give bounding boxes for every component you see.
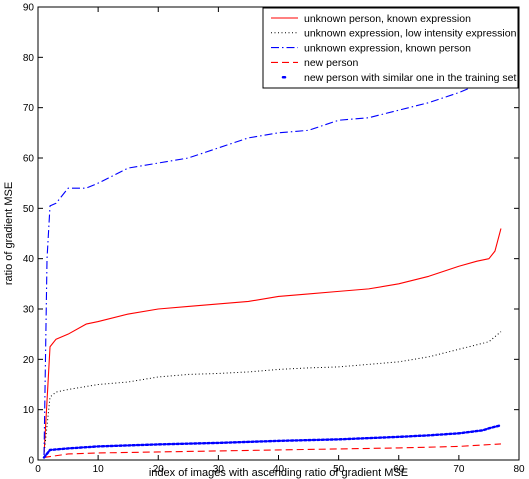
- x-tick-label: 40: [273, 464, 285, 475]
- series-line-3: [43, 87, 472, 455]
- legend-label-1: unknown person, known expression: [304, 13, 471, 25]
- legend: unknown person, known expression unknown …: [262, 7, 519, 89]
- axis-ticks: 0 10 20 30 40 50 60 70 80 0 10 20 30 40 50 60 70 80 90: [23, 3, 525, 476]
- x-tick-label: 0: [35, 464, 41, 475]
- y-tick-label: 10: [23, 405, 35, 416]
- y-tick-label: 70: [23, 103, 35, 114]
- legend-label-3: unknown expression, known person: [304, 42, 471, 54]
- x-tick-label: 20: [153, 464, 165, 475]
- x-tick-label: 70: [453, 464, 465, 475]
- series-group: [42, 87, 503, 459]
- y-tick-label: 50: [23, 204, 35, 215]
- series-line-4: [43, 443, 501, 459]
- legend-box: [262, 7, 519, 89]
- series-line-2: [43, 331, 502, 456]
- y-tick-label: 40: [23, 254, 35, 265]
- y-tick-label: 0: [28, 456, 34, 467]
- y-tick-label: 30: [23, 305, 35, 316]
- legend-label-2: unknown expression, low intensity expres…: [304, 28, 517, 40]
- x-tick-label: 10: [93, 464, 105, 475]
- y-tick-label: 90: [23, 3, 35, 14]
- x-tick-label: 30: [213, 464, 225, 475]
- legend-label-5: new person with similar one in the train…: [304, 72, 517, 84]
- y-tick-label: 60: [23, 154, 35, 165]
- x-tick-label: 50: [333, 464, 345, 475]
- x-axis-title: index of images with ascending ratio of …: [149, 467, 408, 479]
- x-tick-label: 60: [393, 464, 405, 475]
- legend-label-4: new person: [304, 57, 358, 69]
- y-tick-label: 80: [23, 53, 35, 64]
- y-axis-title: ratio of gradient MSE: [3, 182, 15, 285]
- series-line-1: [43, 228, 502, 456]
- series-line-5: [42, 424, 503, 459]
- y-tick-label: 20: [23, 355, 35, 366]
- x-tick-label: 80: [513, 464, 525, 475]
